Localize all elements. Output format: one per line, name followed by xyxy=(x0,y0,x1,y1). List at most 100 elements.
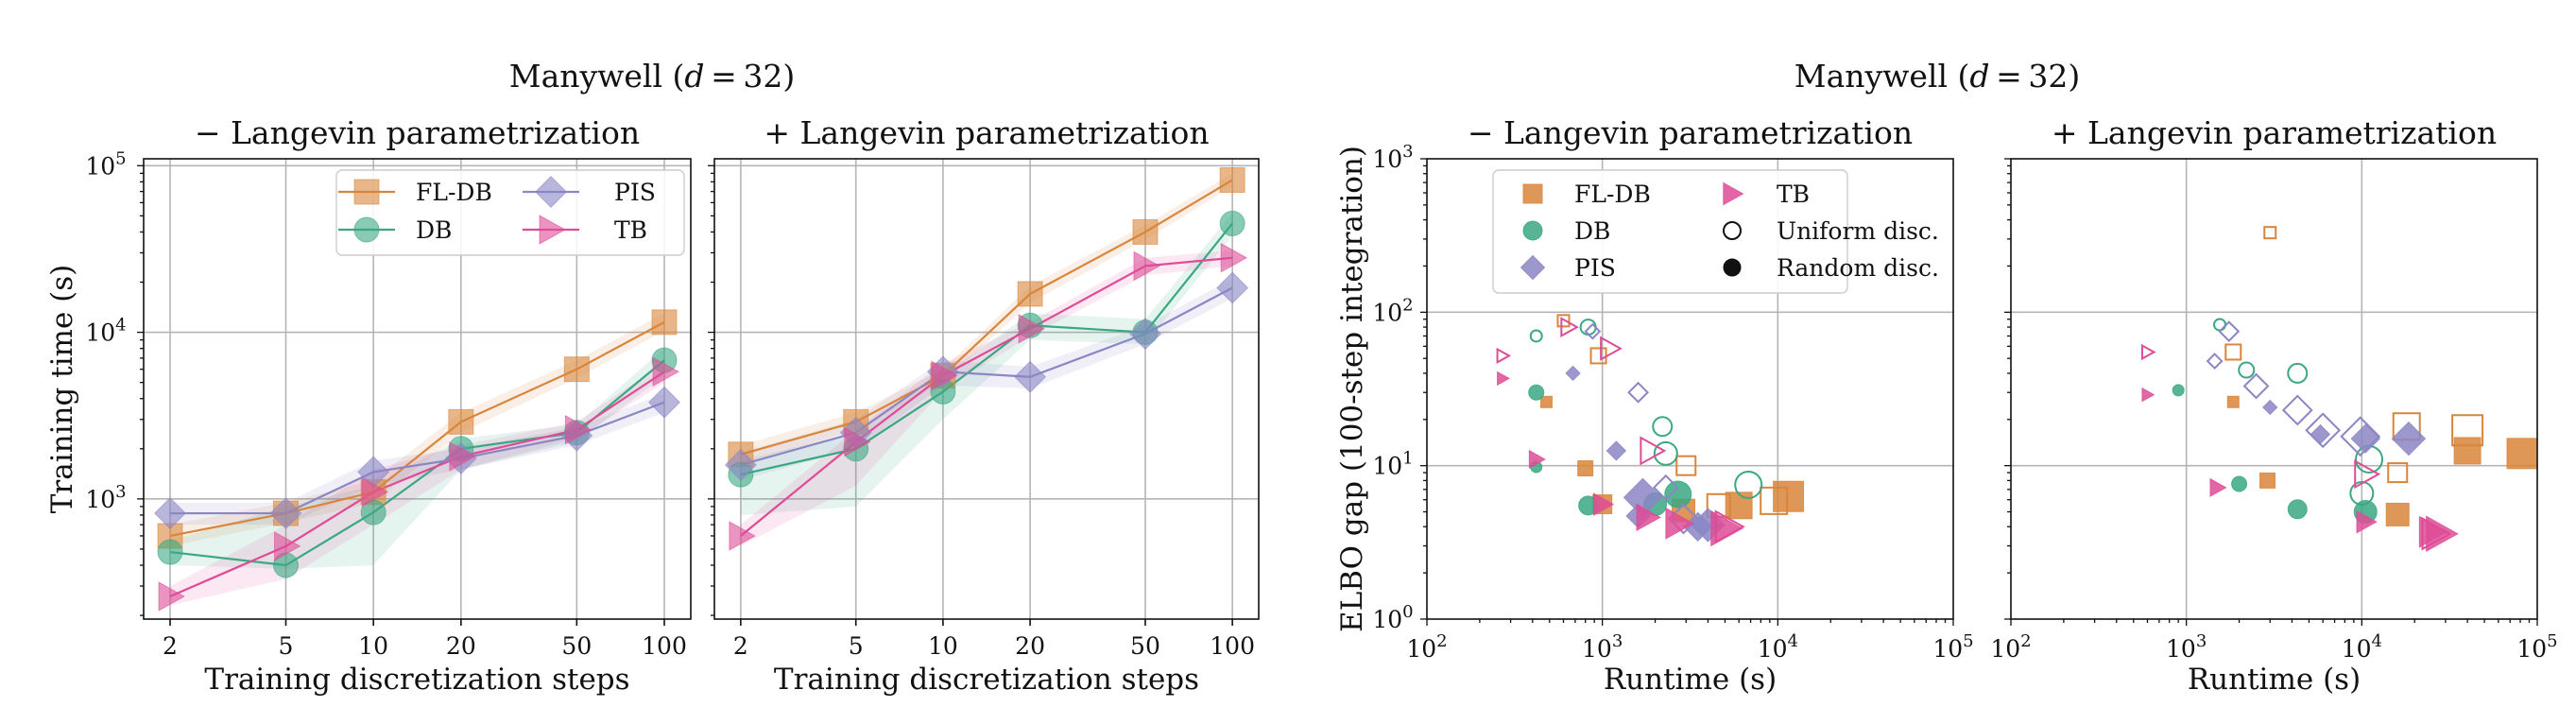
point-pis xyxy=(1216,271,1249,304)
y-axis-title: ELBO gap (100-step integration) xyxy=(1335,146,1369,632)
x-tick-label: 2 xyxy=(733,632,748,660)
legend-label: TB xyxy=(614,216,647,244)
point-db xyxy=(1529,329,1543,343)
point-db xyxy=(2213,318,2227,332)
legend-label: FL-DB xyxy=(1574,181,1651,208)
x-tick-label: 10 xyxy=(928,632,958,660)
point-pis xyxy=(724,448,757,481)
line-tb xyxy=(169,371,665,597)
y-tick-label: 100 xyxy=(1372,602,1413,633)
y-tick-label: 102 xyxy=(1372,295,1413,326)
point-pis xyxy=(2262,399,2278,416)
x-tick-label: 5 xyxy=(849,632,864,660)
point-pis xyxy=(1014,360,1047,393)
elbo-panel-1: 102 103 104 105 100 101 102 103 − Langevin param… xyxy=(1335,114,1974,697)
point-tb xyxy=(564,414,592,445)
point-pis xyxy=(1129,318,1161,351)
point-tb xyxy=(1600,336,1623,361)
panel-title: − Langevin parametrization xyxy=(195,114,640,151)
panel-title: + Langevin parametrization xyxy=(764,114,1209,151)
point-tb xyxy=(158,581,185,612)
point-fl-db xyxy=(1539,395,1553,408)
point-tb xyxy=(2356,509,2378,534)
point-db xyxy=(2238,361,2256,379)
panel-title: + Langevin parametrization xyxy=(2052,114,2497,151)
point-pis xyxy=(1606,440,1627,461)
x-tick-label: 20 xyxy=(446,632,476,660)
point-tb xyxy=(1665,507,1694,540)
point-fl-db xyxy=(1132,218,1159,245)
legend: FL-DB DB PIS TB Uniform disc. Random disc. xyxy=(1492,169,1939,294)
point-tb xyxy=(2421,516,2452,551)
legend-marker xyxy=(1520,254,1546,281)
x-tick-label: 105 xyxy=(1932,631,1973,663)
line-db xyxy=(740,222,1234,476)
point-tb xyxy=(2354,459,2381,490)
point-db xyxy=(2172,384,2185,397)
point-db xyxy=(2287,499,2308,520)
legend-frame xyxy=(335,169,685,256)
point-tb xyxy=(361,476,389,508)
band-tb xyxy=(740,250,1233,546)
point-pis xyxy=(1627,381,1649,404)
legend-label: TB xyxy=(1777,181,1810,208)
x-axis-title: Training discretization steps xyxy=(204,663,629,697)
band-fl-db xyxy=(170,313,664,546)
point-db xyxy=(2349,480,2375,506)
line-fl-db xyxy=(740,179,1233,456)
point-tb xyxy=(2209,477,2227,497)
point-fl-db xyxy=(2451,414,2484,447)
point-db xyxy=(1528,384,1545,401)
point-db xyxy=(1652,416,1674,438)
point-fl-db xyxy=(651,309,678,336)
x-axis-title: Runtime (s) xyxy=(1604,663,1777,697)
point-fl-db xyxy=(2506,438,2538,470)
point-tb xyxy=(1710,509,1743,547)
x-tick-label: 103 xyxy=(1582,631,1623,663)
point-tb xyxy=(1560,317,1579,337)
y-tick-label: 104 xyxy=(85,316,126,347)
point-fl-db xyxy=(1773,480,1805,512)
legend-label: PIS xyxy=(614,179,656,206)
legend-label: PIS xyxy=(1574,254,1616,282)
point-tb xyxy=(1714,509,1745,544)
line-fl-db xyxy=(169,320,665,538)
elbo-panel-2: 102 103 104 105 + Langevin parametrization Ru… xyxy=(1990,114,2557,697)
point-pis xyxy=(2218,320,2241,343)
point-tb xyxy=(931,360,958,391)
point-tb xyxy=(1636,503,1661,532)
point-pis xyxy=(269,497,302,530)
x-tick-label: 100 xyxy=(642,632,687,660)
point-pis xyxy=(1652,474,1679,501)
point-tb xyxy=(1528,449,1546,469)
point-tb xyxy=(2140,343,2156,361)
point-pis xyxy=(2305,412,2342,449)
point-tb xyxy=(1220,242,1248,273)
band-pis xyxy=(170,393,664,526)
point-tb xyxy=(274,531,301,561)
point-pis xyxy=(2350,423,2380,454)
legend-marker xyxy=(539,215,566,245)
x-tick-label: 104 xyxy=(1758,631,1798,663)
x-tick-label: 20 xyxy=(1015,632,1045,660)
point-fl-db xyxy=(2453,437,2482,465)
x-tick-label: 104 xyxy=(2342,631,2382,663)
point-fl-db xyxy=(2387,462,2409,484)
point-fl-db xyxy=(1577,460,1594,477)
point-tb xyxy=(1133,250,1160,282)
point-pis xyxy=(2391,421,2427,457)
point-pis xyxy=(2281,394,2313,426)
x-tick-label: 105 xyxy=(2516,631,2557,663)
point-tb xyxy=(652,356,679,388)
y-tick-label: 105 xyxy=(85,148,126,180)
point-db xyxy=(1219,210,1245,236)
legend: FL-DB DB PIS TB xyxy=(335,169,685,256)
point-pis xyxy=(2310,423,2331,445)
x-tick-label: 50 xyxy=(561,632,592,660)
point-pis xyxy=(2242,372,2270,400)
legend-frame xyxy=(1492,169,1848,294)
line-tb xyxy=(740,256,1233,537)
legend-marker-uniform xyxy=(1723,221,1742,240)
point-fl-db xyxy=(563,356,590,383)
